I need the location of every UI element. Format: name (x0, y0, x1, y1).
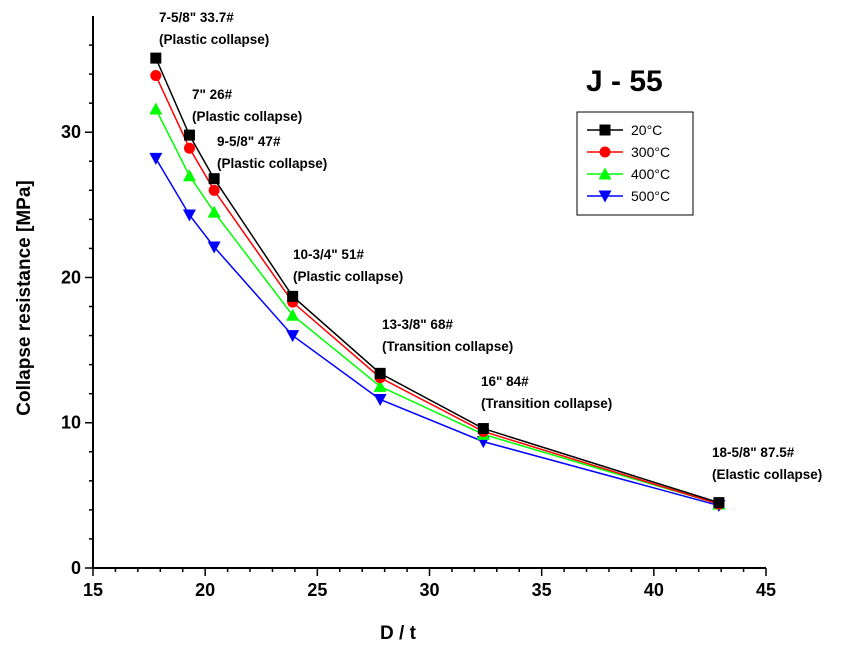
annotation-line2: (Elastic collapse) (712, 467, 822, 482)
annotation: 7-5/8" 33.7# (Plastic collapse) (159, 10, 269, 47)
series-layer (149, 52, 726, 513)
x-tick-label: 30 (419, 580, 439, 600)
data-point (208, 184, 220, 196)
x-tick-label: 35 (532, 580, 552, 600)
chart-title: J - 55 (586, 65, 663, 98)
annotation-layer: 7-5/8" 33.7# (Plastic collapse) 7" 26# (Pla… (159, 10, 822, 482)
x-tick-label: 20 (195, 580, 215, 600)
legend-entry: 20°C (587, 122, 662, 138)
y-axis-title: Collapse resistance [MPa] (14, 180, 35, 415)
legend-label: 400°C (631, 166, 670, 182)
annotation: 9-5/8" 47# (Plastic collapse) (217, 134, 327, 171)
legend-label: 300°C (631, 144, 670, 160)
data-point (208, 173, 220, 185)
data-point (150, 70, 162, 82)
data-point (373, 379, 387, 392)
annotation: 7" 26# (Plastic collapse) (192, 87, 302, 124)
data-point (182, 169, 196, 182)
annotation-line1: 7" 26# (192, 87, 233, 102)
annotation-line1: 9-5/8" 47# (217, 134, 281, 149)
annotation-line2: (Transition collapse) (481, 396, 612, 411)
data-point (183, 129, 195, 141)
annotation: 10-3/4" 51# (Plastic collapse) (293, 247, 403, 284)
annotation-line2: (Plastic collapse) (217, 156, 327, 171)
data-point (150, 52, 162, 64)
y-tick-label: 10 (61, 413, 81, 433)
data-point (183, 142, 195, 154)
legend-entry: 500°C (587, 188, 670, 204)
annotation-line1: 18-5/8" 87.5# (712, 445, 795, 460)
axes-layer: 15 20 25 30 35 40 45 0 10 20 30 (61, 16, 776, 600)
legend-box (576, 111, 694, 216)
y-tick-label: 0 (71, 558, 81, 578)
annotation: 18-5/8" 87.5# (Elastic collapse) (712, 445, 822, 482)
y-tick-label: 30 (61, 122, 81, 142)
legend-label: 20°C (631, 122, 662, 138)
annotation-line2: (Plastic collapse) (293, 269, 403, 284)
legend: 20°C 300°C 400°C 500°C (576, 111, 694, 216)
data-point (182, 209, 196, 222)
x-tick-label: 40 (644, 580, 664, 600)
x-tick-label: 25 (307, 580, 327, 600)
series-20c (150, 52, 725, 509)
legend-marker (598, 167, 612, 180)
annotation: 16" 84# (Transition collapse) (481, 374, 612, 411)
annotation-line1: 7-5/8" 33.7# (159, 10, 234, 25)
data-point (713, 497, 725, 509)
data-point (287, 290, 299, 302)
legend-marker (598, 190, 612, 203)
legend-entry: 300°C (587, 144, 670, 160)
annotation-line1: 13-3/8" 68# (382, 317, 453, 332)
data-point (207, 205, 221, 218)
data-point (373, 393, 387, 406)
data-point (286, 330, 300, 343)
annotation-line2: (Transition collapse) (382, 339, 513, 354)
data-point (207, 241, 221, 254)
legend-entry: 400°C (587, 166, 670, 182)
data-point (286, 308, 300, 321)
x-tick-label: 15 (83, 580, 103, 600)
x-axis-title: D / t (380, 623, 417, 644)
legend-marker (599, 124, 611, 136)
legend-marker (599, 146, 611, 158)
data-point (374, 367, 386, 379)
data-point (477, 423, 489, 435)
annotation: 13-3/8" 68# (Transition collapse) (382, 317, 513, 354)
data-point (149, 102, 163, 115)
annotation-line1: 16" 84# (481, 374, 529, 389)
x-tick-label: 45 (756, 580, 776, 600)
data-point (149, 152, 163, 165)
y-tick-label: 20 (61, 267, 81, 287)
annotation-line2: (Plastic collapse) (159, 32, 269, 47)
annotation-line2: (Plastic collapse) (192, 109, 302, 124)
annotation-line1: 10-3/4" 51# (293, 247, 364, 262)
legend-label: 500°C (631, 188, 670, 204)
